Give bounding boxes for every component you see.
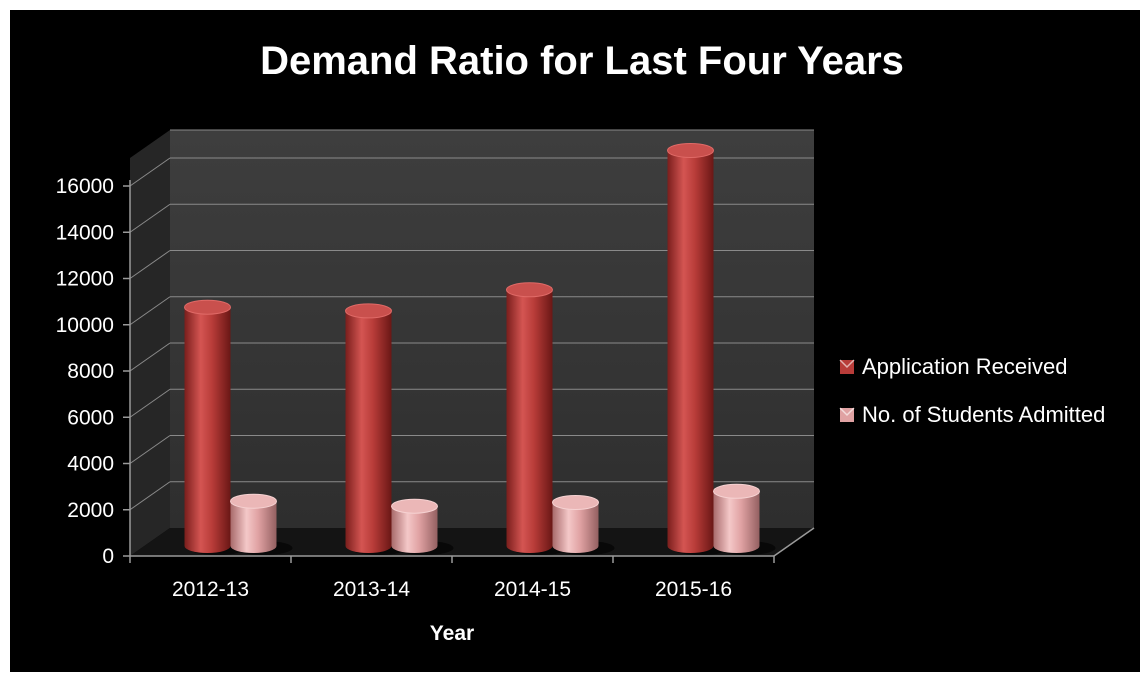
y-tick-label: 14000 bbox=[56, 221, 114, 244]
chart-svg: Demand Ratio for Last Four Years 0 2000 40… bbox=[56, 39, 1106, 645]
y-tick-label: 12000 bbox=[56, 268, 114, 291]
y-tick-label: 2000 bbox=[67, 499, 114, 522]
bars bbox=[184, 142, 776, 555]
legend-label: Application Received bbox=[862, 354, 1067, 379]
legend-label: No. of Students Admitted bbox=[862, 402, 1105, 427]
bar-top bbox=[506, 282, 553, 298]
y-tick-label: 0 bbox=[102, 545, 114, 568]
bar-top bbox=[667, 142, 714, 158]
bar-top bbox=[391, 498, 438, 514]
gridline-side bbox=[129, 388, 171, 418]
bar-application-received bbox=[506, 282, 569, 555]
gridline-side bbox=[129, 435, 171, 464]
bar-body bbox=[552, 502, 599, 554]
gridline-side bbox=[129, 342, 171, 372]
gridline-side bbox=[129, 250, 171, 279]
x-tick-label: 2015-16 bbox=[655, 578, 732, 601]
bar-body bbox=[230, 501, 277, 554]
x-tick-label: 2014-15 bbox=[494, 578, 571, 601]
bar-body bbox=[391, 506, 438, 554]
chart-frame: Demand Ratio for Last Four Years 0 2000 40… bbox=[10, 10, 1140, 672]
y-tick-label: 4000 bbox=[67, 453, 114, 476]
x-tick-label: 2012-13 bbox=[172, 578, 249, 601]
axes bbox=[123, 180, 815, 563]
gridline-side bbox=[129, 481, 171, 511]
back-wall bbox=[170, 130, 814, 528]
bar-application-received bbox=[345, 303, 408, 555]
bar-students-admitted bbox=[391, 498, 454, 555]
bar-students-admitted bbox=[713, 483, 776, 555]
y-tick-label: 6000 bbox=[67, 406, 114, 429]
y-tick-label: 8000 bbox=[67, 360, 114, 383]
bar-top bbox=[184, 299, 231, 315]
bar-students-admitted bbox=[552, 494, 615, 555]
floor bbox=[130, 528, 814, 556]
side-wall bbox=[130, 130, 170, 556]
plot-walls bbox=[130, 130, 814, 556]
x-tick-label: 2013-14 bbox=[333, 578, 410, 601]
bar-body bbox=[667, 150, 714, 554]
floor-edge bbox=[773, 527, 815, 557]
bar-top bbox=[713, 483, 760, 499]
gridline-side bbox=[129, 296, 171, 326]
bar-body bbox=[345, 310, 392, 553]
bar-body bbox=[184, 307, 231, 554]
bar-top bbox=[230, 493, 277, 509]
x-tick-labels: 2012-13 2013-14 2014-15 2015-16 bbox=[172, 578, 732, 601]
legend-item-application-received: Application Received bbox=[839, 354, 1067, 379]
bar-students-admitted bbox=[230, 493, 293, 555]
bar-application-received bbox=[184, 299, 247, 555]
chart-title: Demand Ratio for Last Four Years bbox=[260, 39, 904, 83]
legend: Application Received No. of Students Admi… bbox=[839, 354, 1105, 427]
bar-body bbox=[506, 289, 553, 554]
x-axis-title: Year bbox=[430, 622, 474, 645]
gridline-side bbox=[129, 203, 171, 233]
y-tick-labels: 0 2000 4000 6000 8000 10000 12000 14000 16000 bbox=[56, 175, 114, 568]
y-tick-label: 16000 bbox=[56, 175, 114, 198]
gridline-side bbox=[129, 157, 171, 187]
bar-top bbox=[345, 303, 392, 319]
bar-body bbox=[713, 491, 760, 553]
legend-item-students-admitted: No. of Students Admitted bbox=[839, 402, 1105, 427]
bar-top bbox=[552, 494, 599, 510]
legend-swatch-highlight bbox=[839, 407, 855, 417]
legend-swatch-highlight bbox=[839, 359, 855, 369]
y-tick-label: 10000 bbox=[56, 314, 114, 337]
